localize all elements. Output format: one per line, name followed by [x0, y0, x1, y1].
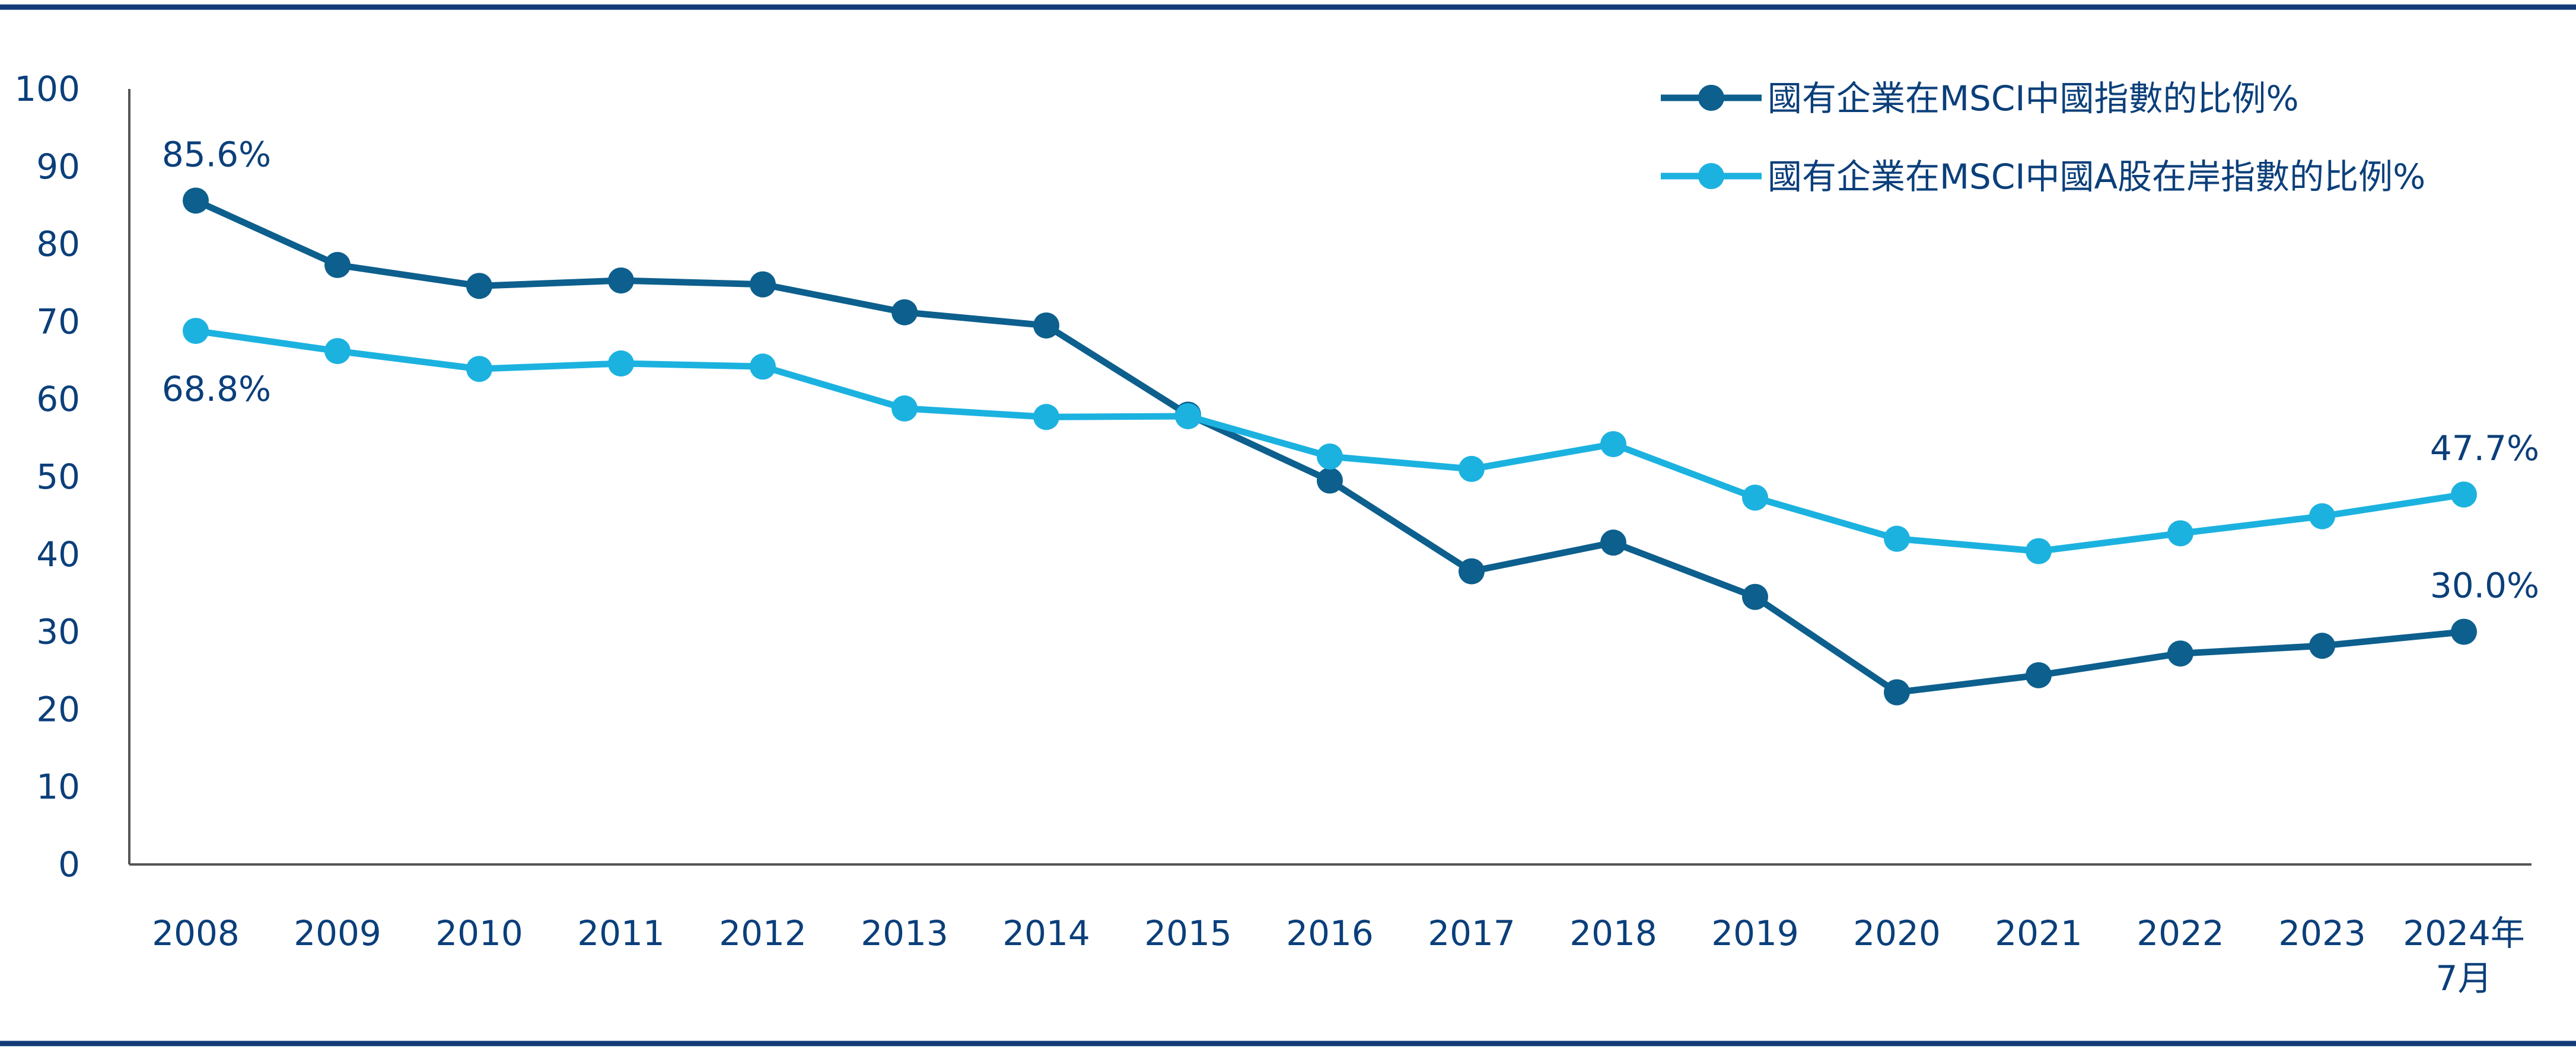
x-tick-label: 2022 — [2136, 913, 2224, 953]
x-tick-label: 2011 — [577, 913, 665, 953]
data-point — [891, 395, 918, 422]
x-tick-label: 2015 — [1144, 913, 1232, 953]
legend-label: 國有企業在MSCI中國指數的比例% — [1768, 78, 2299, 119]
data-point — [1459, 455, 1485, 482]
y-tick-label: 20 — [36, 689, 80, 729]
x-axis-ticks: 2008 2009 2010 2011 2012 2013 2014 2015 2016 2017… — [152, 913, 2525, 998]
data-point — [1884, 525, 1910, 552]
data-labels: 85.6% 68.8% 47.7% 30.0% — [162, 134, 2539, 605]
y-tick-label: 10 — [36, 767, 80, 807]
x-tick-label: 2009 — [294, 913, 381, 953]
data-point — [1742, 583, 1768, 610]
x-tick-label: 2021 — [1995, 913, 2083, 953]
y-axis-ticks: 0 10 20 30 40 50 60 70 80 90 100 — [14, 69, 80, 885]
y-tick-label: 90 — [36, 146, 80, 187]
y-tick-label: 100 — [14, 69, 80, 109]
x-tick-label: 2017 — [1428, 913, 1515, 953]
data-point — [1033, 312, 1059, 339]
data-point — [750, 271, 776, 298]
data-point — [2451, 618, 2477, 645]
legend-swatch-marker — [1698, 85, 1724, 111]
series-2 — [183, 318, 2477, 564]
y-tick-label: 40 — [36, 534, 80, 575]
data-label: 47.7% — [2430, 428, 2539, 468]
data-point — [2026, 662, 2052, 688]
data-point — [324, 338, 351, 365]
x-tick-label: 2023 — [2278, 913, 2366, 953]
series-layer — [183, 187, 2477, 706]
data-point — [2309, 633, 2335, 659]
y-tick-label: 80 — [36, 224, 80, 264]
x-tick-label: 2014 — [1002, 913, 1090, 953]
x-tick-label: 2020 — [1853, 913, 1941, 953]
data-point — [1175, 403, 1201, 429]
legend: 國有企業在MSCI中國指數的比例% 國有企業在MSCI中國A股在岸指數的比例% — [1661, 78, 2425, 197]
data-point — [1600, 431, 1626, 458]
data-point — [2309, 503, 2335, 529]
series-line — [195, 327, 2464, 555]
x-tick-label: 2019 — [1711, 913, 1799, 953]
y-tick-label: 0 — [58, 844, 80, 885]
data-point — [324, 251, 351, 278]
data-point — [1742, 484, 1768, 511]
y-tick-label: 30 — [36, 612, 80, 652]
data-point — [608, 350, 634, 377]
data-point — [2451, 481, 2477, 508]
x-tick-label: 2016 — [1286, 913, 1374, 953]
data-point — [1317, 467, 1343, 494]
legend-label: 國有企業在MSCI中國A股在岸指數的比例% — [1768, 157, 2425, 197]
data-point — [1600, 529, 1626, 556]
y-tick-label: 50 — [36, 457, 80, 497]
data-label: 68.8% — [162, 369, 271, 409]
data-point — [183, 187, 209, 214]
data-point — [183, 318, 209, 344]
data-point — [1317, 443, 1343, 470]
x-tick-label: 2018 — [1569, 913, 1657, 953]
data-point — [466, 356, 492, 382]
legend-item: 國有企業在MSCI中國A股在岸指數的比例% — [1661, 157, 2425, 197]
data-point — [2026, 538, 2052, 564]
x-tick-label: 2012 — [719, 913, 807, 953]
legend-swatch-marker — [1698, 163, 1724, 189]
data-point — [2167, 640, 2193, 667]
data-point — [1884, 679, 1910, 706]
y-tick-label: 70 — [36, 301, 80, 342]
x-tick-label: 2010 — [435, 913, 523, 953]
data-point — [1033, 404, 1059, 430]
data-label: 30.0% — [2430, 566, 2539, 606]
y-tick-label: 60 — [36, 379, 80, 419]
data-point — [466, 273, 492, 299]
data-point — [2167, 520, 2193, 547]
data-point — [891, 299, 918, 326]
data-point — [608, 267, 634, 294]
data-point — [1459, 558, 1485, 585]
data-label: 85.6% — [162, 134, 271, 174]
x-tick-label: 2008 — [152, 913, 240, 953]
data-point — [750, 353, 776, 380]
legend-item: 國有企業在MSCI中國指數的比例% — [1661, 78, 2299, 119]
x-tick-label: 2024年 7月 — [2403, 913, 2525, 998]
x-tick-label: 2013 — [861, 913, 948, 953]
series-1 — [183, 187, 2477, 706]
